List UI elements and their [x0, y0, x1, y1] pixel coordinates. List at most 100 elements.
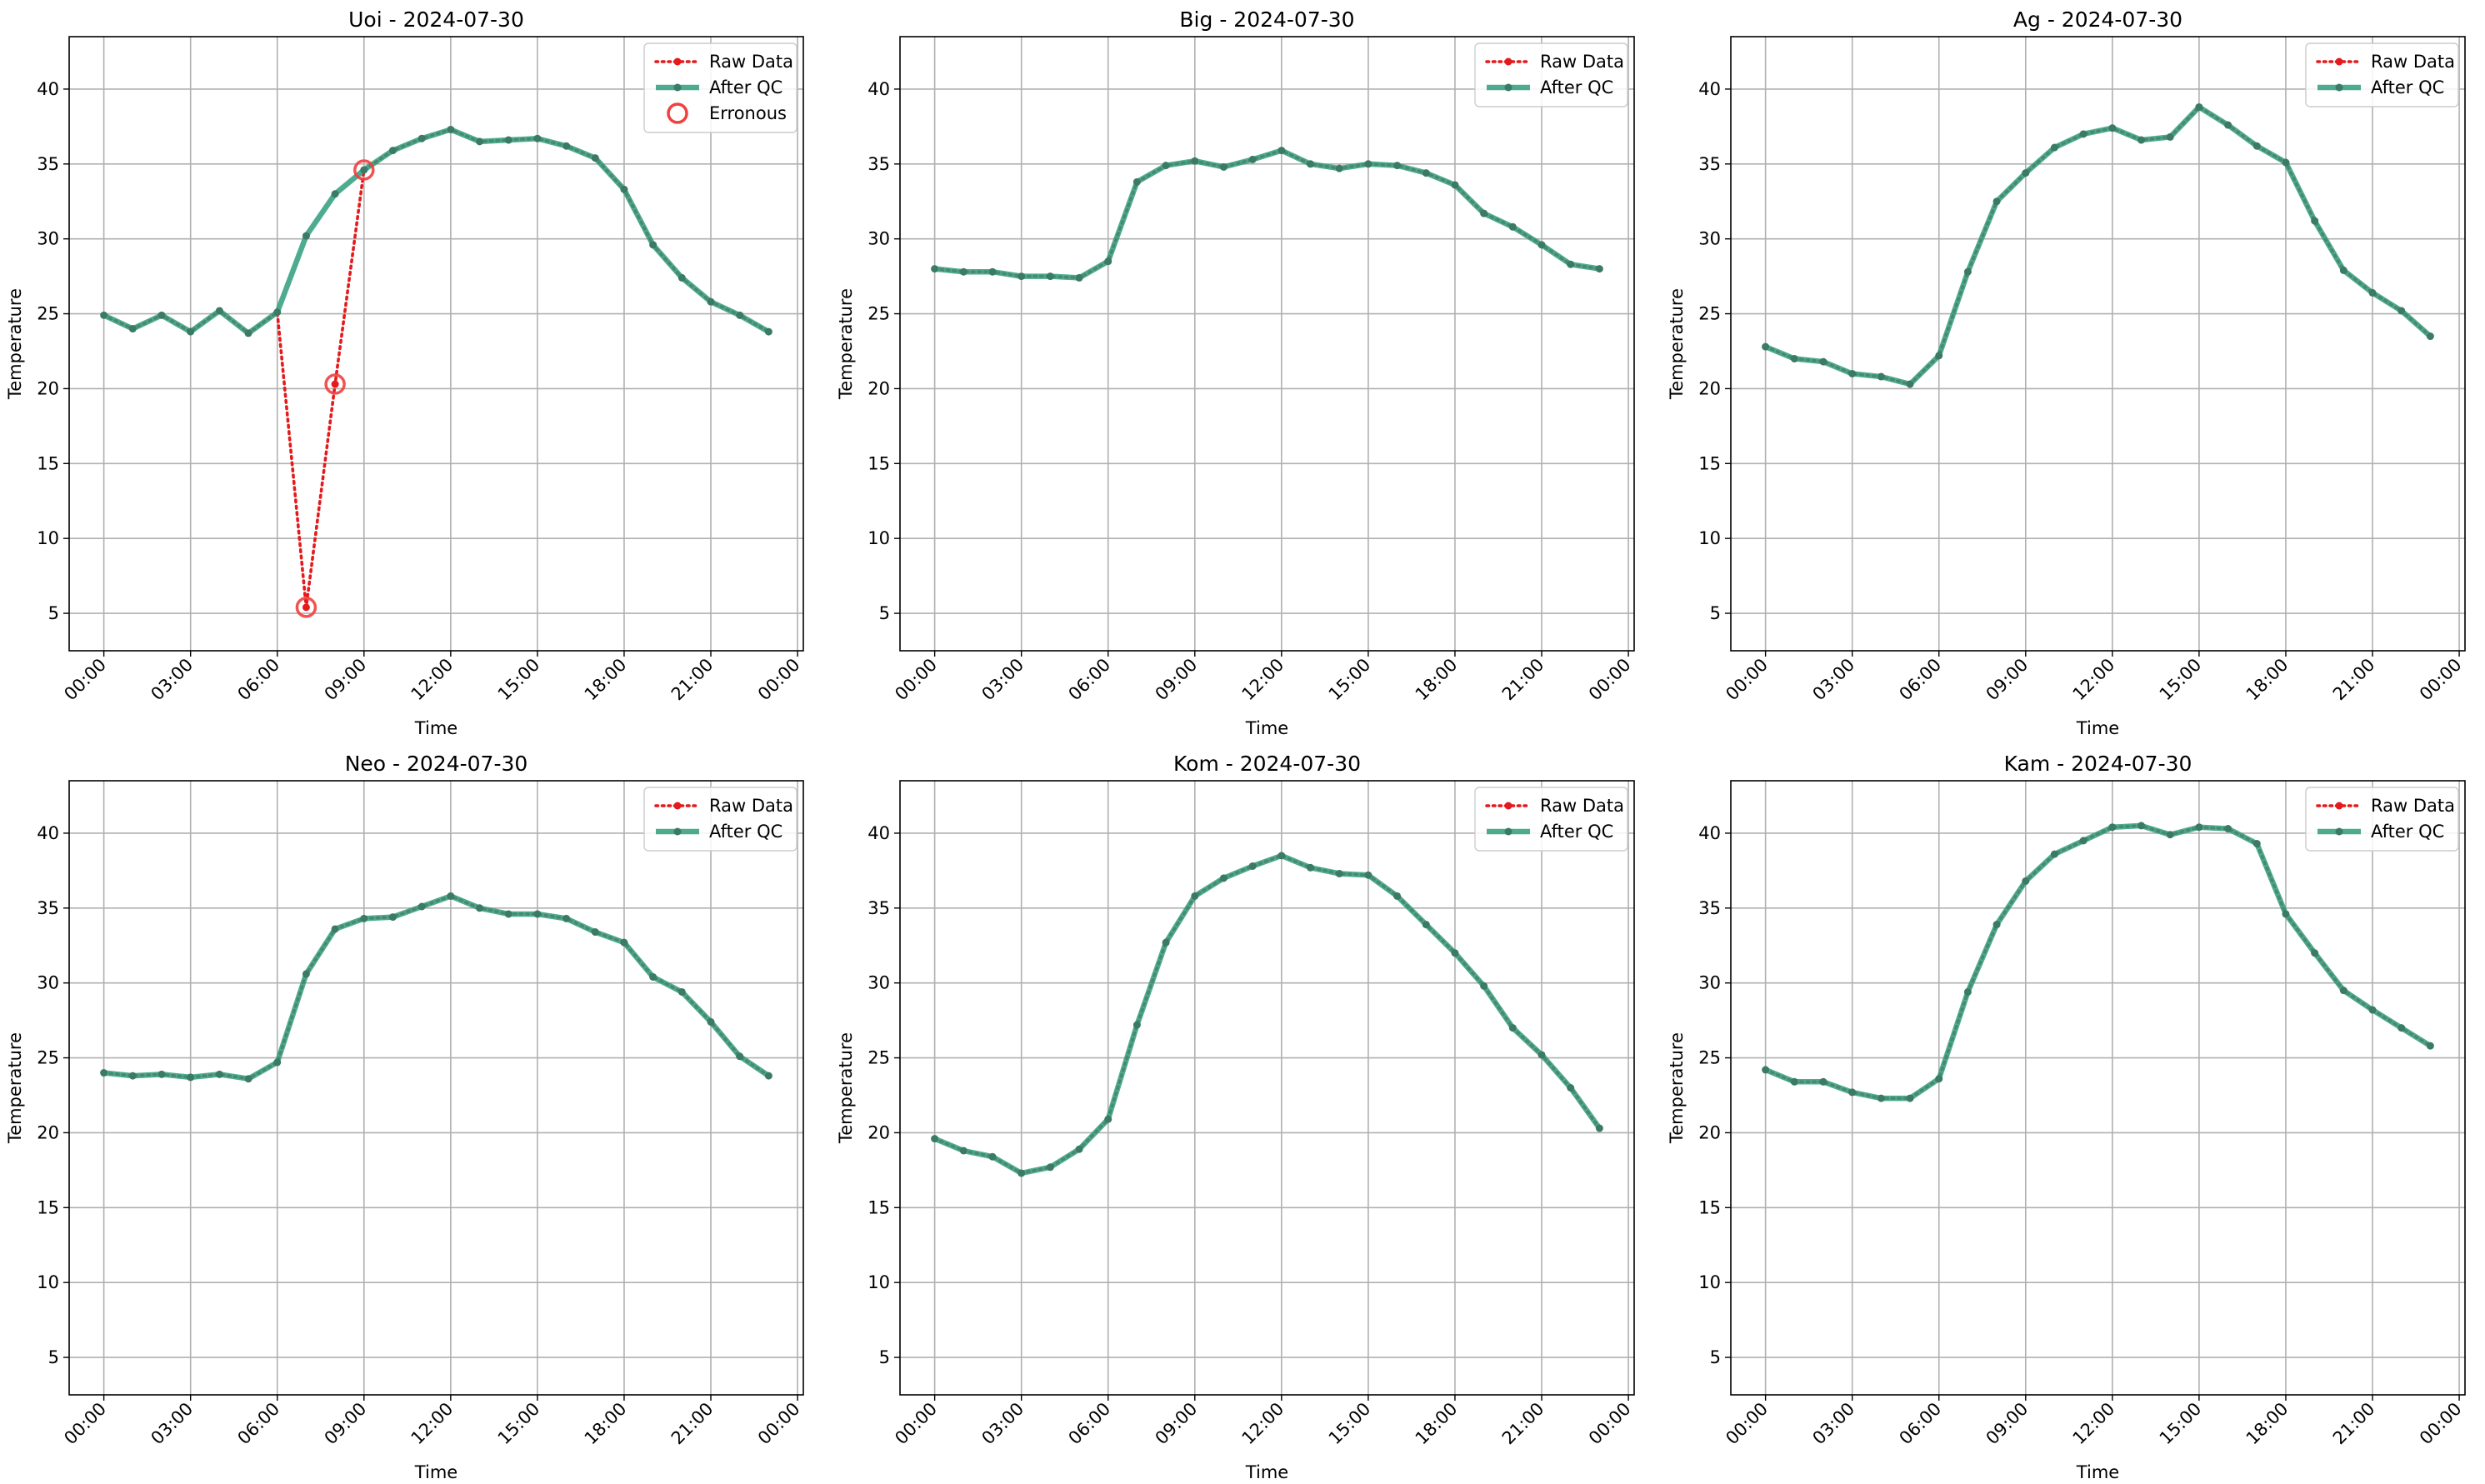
qc-data-point	[2368, 288, 2377, 297]
plot-area	[931, 852, 1603, 1177]
x-tick-label: 00:00	[754, 655, 804, 705]
y-tick-label: 15	[37, 1197, 59, 1217]
qc-data-point	[187, 1073, 195, 1082]
y-tick-label: 5	[879, 1347, 890, 1367]
qc-data-point	[1848, 1088, 1857, 1097]
qc-data-point	[1219, 162, 1228, 171]
qc-data-point	[331, 925, 339, 933]
qc-data-point	[1335, 869, 1343, 877]
qc-data-point	[2368, 1006, 2377, 1014]
y-tick-label: 20	[1698, 1122, 1721, 1142]
legend-box	[643, 787, 798, 852]
qc-data-point	[649, 241, 658, 249]
x-tick-label: 06:00	[233, 655, 283, 705]
x-tick-label: 00:00	[60, 655, 110, 705]
raw-data-point	[331, 380, 339, 388]
x-tick-label: 00:00	[2416, 1399, 2466, 1449]
plot-frame	[899, 780, 1635, 1396]
x-tick-label: 18:00	[581, 1399, 631, 1449]
y-axis-label: Temperature	[5, 288, 25, 400]
y-tick-label: 20	[37, 1122, 59, 1142]
x-tick-label: 03:00	[978, 1399, 1028, 1449]
y-tick-label: 5	[1710, 603, 1721, 623]
qc-data-point	[2311, 217, 2319, 225]
qc-data-point	[1018, 272, 1026, 281]
y-axis-label: Temperature	[1667, 288, 1687, 400]
qc-data-point	[2224, 121, 2232, 129]
chart-panel-5: 00:00 03:00 06:00 09:00 12:00 15:00 18:00 21:00…	[836, 752, 1635, 1482]
x-tick-label: 09:00	[1982, 655, 2032, 705]
qc-data-point	[273, 1058, 282, 1067]
qc-data-point	[100, 311, 108, 319]
x-axis-label: Time	[414, 718, 458, 738]
qc-data-point	[959, 1147, 968, 1155]
x-tick-label: 12:00	[408, 1399, 458, 1449]
qc-data-point	[2252, 142, 2261, 150]
x-axis-label: Time	[2076, 1462, 2119, 1482]
qc-data-point	[2339, 987, 2348, 995]
qc-data-point	[1278, 147, 1286, 155]
qc-data-point	[988, 1152, 997, 1161]
qc-data-point	[2195, 102, 2203, 111]
qc-data-point	[1046, 1163, 1054, 1172]
x-tick-label: 00:00	[1585, 655, 1635, 705]
qc-data-point	[1595, 265, 1603, 273]
x-tick-label: 15:00	[494, 655, 544, 705]
x-tick-label: 09:00	[1152, 1399, 1202, 1449]
qc-data-point	[2339, 266, 2348, 274]
y-tick-label: 25	[868, 304, 890, 324]
qc-data-point	[302, 232, 310, 240]
qc-data-point	[302, 970, 310, 978]
qc-data-point	[2224, 825, 2232, 833]
legend: Raw Data After QC	[1474, 42, 1628, 107]
x-tick-label: 00:00	[2416, 655, 2466, 705]
raw-data-line	[102, 127, 771, 608]
x-tick-label: 00:00	[1722, 655, 1772, 705]
chart-panel-3: 00:00 03:00 06:00 09:00 12:00 15:00 18:00 21:00…	[1667, 7, 2466, 738]
legend-label-qc: After QC	[1540, 822, 1613, 842]
qc-data-point	[2166, 831, 2174, 839]
tick-labels: 00:00 03:00 06:00 09:00 12:00 15:00 18:00 21:00…	[868, 823, 1634, 1448]
qc-data-point	[1191, 892, 1199, 900]
y-tick-label: 10	[1698, 528, 1721, 548]
qc-data-point	[1075, 1145, 1083, 1153]
x-tick-label: 06:00	[233, 1399, 283, 1449]
x-axis-label: Time	[1245, 1462, 1288, 1482]
chart-title: Neo - 2024-07-30	[345, 752, 528, 776]
tick-labels: 00:00 03:00 06:00 09:00 12:00 15:00 18:00 21:00…	[868, 79, 1634, 704]
y-tick-label: 5	[879, 603, 890, 623]
x-axis-label: Time	[2076, 718, 2119, 738]
qc-data-point	[764, 327, 772, 336]
qc-data-point	[158, 311, 166, 319]
qc-data-point	[1790, 354, 1798, 362]
qc-data-point	[1046, 272, 1054, 281]
plot-area	[100, 892, 772, 1083]
qc-data-point	[1451, 949, 1459, 957]
y-tick-label: 35	[868, 898, 890, 918]
qc-data-point	[2282, 158, 2290, 167]
x-tick-label: 15:00	[1325, 655, 1375, 705]
x-tick-label: 06:00	[1064, 655, 1114, 705]
grid-lines	[69, 781, 803, 1395]
qc-data-point	[2252, 839, 2261, 847]
legend-label-qc: After QC	[2371, 822, 2444, 842]
x-tick-label: 15:00	[1325, 1399, 1375, 1449]
legend: Raw Data After QC	[2305, 787, 2459, 852]
qc-data-point	[2311, 949, 2319, 957]
qc-data-point	[2108, 124, 2117, 132]
erroneous-marker	[295, 597, 318, 618]
legend-qc-marker	[2335, 83, 2343, 92]
plot-area	[1762, 102, 2434, 388]
legend: Raw Data After QC	[643, 787, 798, 852]
legend-qc-marker	[1504, 827, 1512, 836]
x-tick-label: 21:00	[1498, 1399, 1548, 1449]
y-tick-label: 35	[37, 898, 59, 918]
qc-data-point	[2079, 130, 2088, 138]
qc-data-point	[1104, 257, 1112, 266]
qc-data-point	[1162, 938, 1170, 947]
qc-data-point	[360, 914, 368, 922]
qc-data-point	[476, 904, 484, 912]
x-tick-label: 12:00	[1238, 1399, 1288, 1449]
qc-data-point	[988, 267, 997, 276]
qc-data-point	[1132, 1021, 1141, 1029]
